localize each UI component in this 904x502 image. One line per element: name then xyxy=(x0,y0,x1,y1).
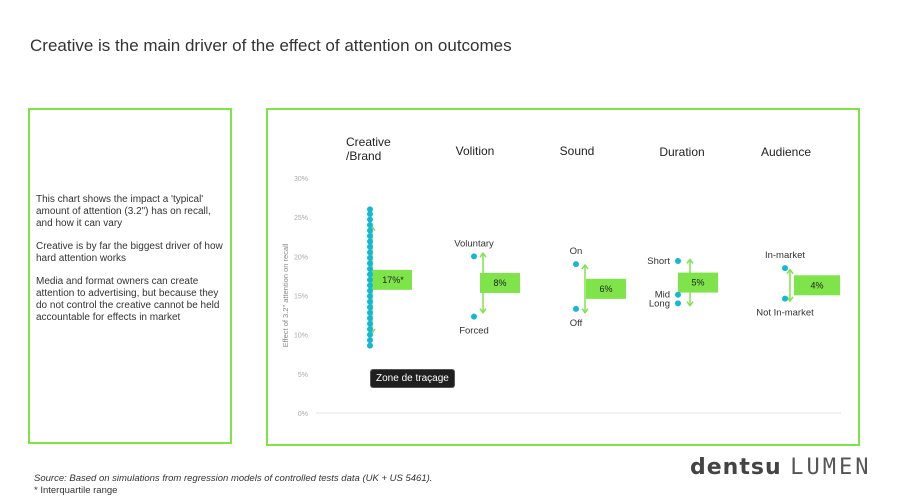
logo-product: LUMEN xyxy=(790,455,872,480)
data-point xyxy=(367,260,373,267)
value-label: 6% xyxy=(599,284,612,294)
source-note: Source: Based on simulations from regres… xyxy=(34,473,433,484)
category-header: Volition xyxy=(456,144,495,158)
value-label: 4% xyxy=(810,280,823,290)
data-point xyxy=(471,313,477,320)
point-label: Mid xyxy=(655,290,670,301)
page-title: Creative is the main driver of the effec… xyxy=(30,36,512,55)
description-paragraph: This chart shows the impact a 'typical' … xyxy=(36,194,211,229)
data-point xyxy=(367,232,373,239)
y-axis-label: Effect of 3.2" attention on recall xyxy=(281,243,290,347)
data-point xyxy=(675,291,681,298)
point-label: Not In-market xyxy=(756,308,814,319)
data-point xyxy=(367,238,373,245)
range-arrow-head xyxy=(479,251,487,258)
range-arrow-head xyxy=(479,308,487,314)
category-header: Audience xyxy=(761,145,811,159)
plot-area-tooltip: Zone de traçage xyxy=(371,370,454,387)
value-label: 17%* xyxy=(382,275,404,285)
data-point xyxy=(367,282,373,289)
data-point xyxy=(367,287,373,294)
data-point xyxy=(367,254,373,261)
value-box xyxy=(480,272,520,293)
y-tick-label: 25% xyxy=(294,215,308,222)
description-panel: This chart shows the impact a 'typical' … xyxy=(28,108,232,444)
data-point xyxy=(367,265,373,272)
description-paragraph: Creative is by far the biggest driver of… xyxy=(36,241,223,264)
point-label: In-market xyxy=(765,250,805,261)
y-tick-label: 15% xyxy=(294,294,308,301)
data-point xyxy=(367,271,373,278)
y-tick-label: 0% xyxy=(298,411,308,418)
point-label: On xyxy=(570,246,583,257)
data-point xyxy=(367,298,373,305)
data-point xyxy=(367,227,373,234)
data-point xyxy=(367,276,373,283)
data-point xyxy=(782,265,788,272)
footnote: * Interquartile range xyxy=(34,485,118,496)
y-tick-label: 5% xyxy=(298,372,308,379)
value-box xyxy=(586,278,626,299)
footer: Source: Based on simulations from regres… xyxy=(34,473,432,497)
value-label: 5% xyxy=(691,278,704,288)
category-header: /Brand xyxy=(346,149,381,163)
value-box xyxy=(678,272,718,293)
point-label: Off xyxy=(570,318,583,329)
data-point xyxy=(367,309,373,316)
description-text: This chart shows the impact a 'typical' … xyxy=(36,194,228,335)
description-paragraph: Media and format owners can create atten… xyxy=(36,276,220,323)
data-point xyxy=(367,304,373,311)
y-tick-label: 20% xyxy=(294,254,308,261)
point-label: Forced xyxy=(459,326,489,337)
range-arrow-head xyxy=(786,268,794,275)
range-arrow-head xyxy=(581,308,589,314)
data-point xyxy=(471,253,477,260)
data-point xyxy=(367,216,373,223)
data-point xyxy=(573,305,579,312)
point-label: Voluntary xyxy=(454,238,494,249)
dentsu-lumen-logo: dentsu LUMEN xyxy=(690,455,872,480)
y-tick-label: 30% xyxy=(294,176,308,183)
data-point xyxy=(367,320,373,327)
range-arrow-head xyxy=(686,258,694,264)
y-tick-label: 10% xyxy=(294,333,308,340)
range-arrow-head xyxy=(581,263,589,270)
data-point xyxy=(367,243,373,250)
data-point xyxy=(367,293,373,300)
logo-brand: dentsu xyxy=(690,455,782,480)
value-box xyxy=(370,269,412,290)
data-point xyxy=(782,295,788,302)
range-arrow-head xyxy=(686,301,694,307)
point-label: Long xyxy=(649,298,670,309)
data-point xyxy=(367,315,373,322)
data-point xyxy=(367,337,373,344)
data-point xyxy=(675,300,681,307)
value-label: 8% xyxy=(493,278,506,288)
data-point xyxy=(573,261,579,268)
value-box xyxy=(794,275,840,296)
point-label: Short xyxy=(647,256,670,267)
data-point xyxy=(367,211,373,218)
category-header: Creative xyxy=(346,135,391,149)
category-header: Sound xyxy=(560,144,595,158)
data-point xyxy=(367,249,373,256)
data-point xyxy=(367,331,373,338)
chart-panel xyxy=(266,108,860,446)
range-arrow-head xyxy=(786,296,794,303)
data-point xyxy=(367,206,373,213)
category-header: Duration xyxy=(659,145,704,159)
data-point xyxy=(675,258,681,265)
data-point xyxy=(367,342,373,349)
attention-chart[interactable]: 0% 5% 10% 15% 20% 25% 30% Effect of 3.2" attent… xyxy=(266,108,860,446)
data-point xyxy=(367,222,373,228)
data-point xyxy=(367,326,373,333)
